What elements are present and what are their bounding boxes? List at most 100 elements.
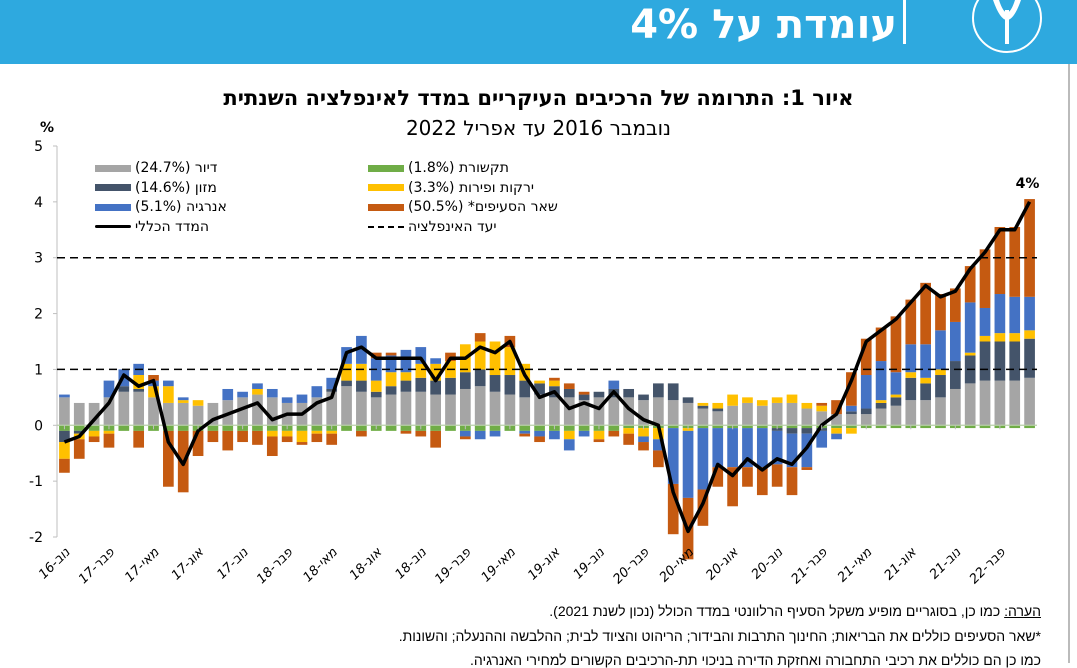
y-tick-label: 2 (34, 307, 43, 323)
legend-item: שאר הסעיפים* (50.5%) (368, 198, 558, 216)
bar-segment (667, 483, 679, 535)
bar-segment (118, 391, 130, 426)
legend-label: אנרגיה (5.1%) (135, 199, 227, 215)
bar-segment (816, 405, 828, 412)
bar-segment (133, 375, 145, 389)
bar-segment (905, 372, 917, 378)
bar-segment (846, 405, 857, 412)
bar-segment (192, 400, 204, 406)
x-tick-label: פבר-17 (76, 545, 118, 587)
bar-segment (771, 402, 783, 426)
bar-segment (356, 363, 367, 381)
legend-item: המדד הכללי (95, 218, 209, 236)
bar-segment (177, 397, 189, 401)
bar-segment (281, 436, 293, 443)
bar-segment (846, 411, 857, 415)
bar-segment (59, 458, 70, 473)
bar-segment (1024, 330, 1035, 339)
bar-segment (638, 436, 649, 443)
bar-segment (192, 430, 204, 457)
bar-segment (563, 430, 575, 440)
bar-segment (430, 430, 441, 448)
bar-segment (905, 377, 917, 401)
bar-segment (831, 428, 842, 434)
bar-segment (756, 425, 768, 429)
bar-segment (504, 394, 516, 426)
bar-segment (1024, 296, 1035, 331)
bar-segment (623, 388, 635, 398)
y-tick-label: 5 (34, 139, 43, 155)
bar-segment (118, 425, 130, 431)
bar-segment (266, 425, 278, 431)
bar-segment (549, 377, 560, 381)
bar-segment (994, 341, 1006, 381)
bar-segment (370, 352, 382, 359)
bar-segment (88, 430, 100, 437)
bar-segment (370, 397, 382, 426)
bar-segment (875, 408, 887, 426)
bar-segment (148, 375, 159, 381)
bar-segment (103, 380, 115, 398)
bar-segment (385, 355, 397, 373)
bar-segment (712, 467, 724, 487)
bar-segment (756, 428, 768, 468)
bar-segment (519, 425, 531, 431)
bar-segment (59, 430, 70, 443)
bar-segment (356, 380, 367, 392)
bar-segment (400, 425, 412, 431)
bar-segment (771, 397, 783, 403)
bar-segment (385, 425, 397, 431)
bar-segment (519, 397, 531, 426)
bar-segment (771, 464, 783, 487)
bar-segment (445, 377, 456, 395)
bar-segment (920, 344, 931, 378)
legend-item: אנרגיה (5.1%) (95, 198, 227, 216)
bar-segment (890, 405, 902, 426)
bar-segment (504, 347, 516, 376)
header-title: עומדת על 4% (630, 2, 897, 48)
bar-segment (534, 383, 545, 395)
bar-segment (697, 405, 709, 409)
bar-segment (712, 402, 724, 409)
bar-segment (1009, 341, 1021, 381)
bar-segment (415, 377, 427, 392)
bar-segment (222, 425, 234, 431)
bar-segment (415, 363, 427, 378)
legend-swatch (95, 225, 131, 228)
bar-segment (415, 347, 427, 364)
bar-segment (890, 316, 902, 373)
bar-segment (1009, 380, 1021, 426)
bar-segment (682, 428, 694, 431)
bar-segment (608, 430, 620, 437)
bar-segment (712, 428, 724, 468)
bar-segment (326, 377, 338, 389)
bar-segment (786, 433, 798, 468)
bar-segment (311, 386, 323, 398)
bar-segment (846, 425, 857, 429)
bar-segment (786, 394, 798, 403)
bar-segment (459, 388, 471, 426)
bar-segment (519, 430, 531, 434)
bar-segment (296, 442, 308, 445)
bar-segment (801, 433, 813, 468)
x-tick-label: פבר-21 (789, 545, 831, 587)
bar-segment (430, 358, 441, 364)
bar-segment (593, 397, 605, 426)
page-border (1068, 64, 1070, 663)
bar-segment (994, 226, 1006, 295)
bar-segment (608, 425, 620, 431)
bar-segment (563, 425, 575, 431)
bar-segment (964, 266, 976, 303)
bar-segment (356, 430, 367, 437)
bar-segment (935, 375, 946, 398)
bar-segment (979, 249, 991, 308)
bar-segment (578, 391, 590, 395)
bar-segment (875, 425, 887, 429)
bar-segment (1009, 333, 1021, 342)
bar-segment (445, 425, 456, 431)
bar-segment (920, 282, 931, 345)
bar-segment (133, 425, 145, 431)
bar-segment (222, 388, 234, 401)
bar-segment (994, 294, 1006, 334)
bar-segment (1024, 199, 1035, 297)
